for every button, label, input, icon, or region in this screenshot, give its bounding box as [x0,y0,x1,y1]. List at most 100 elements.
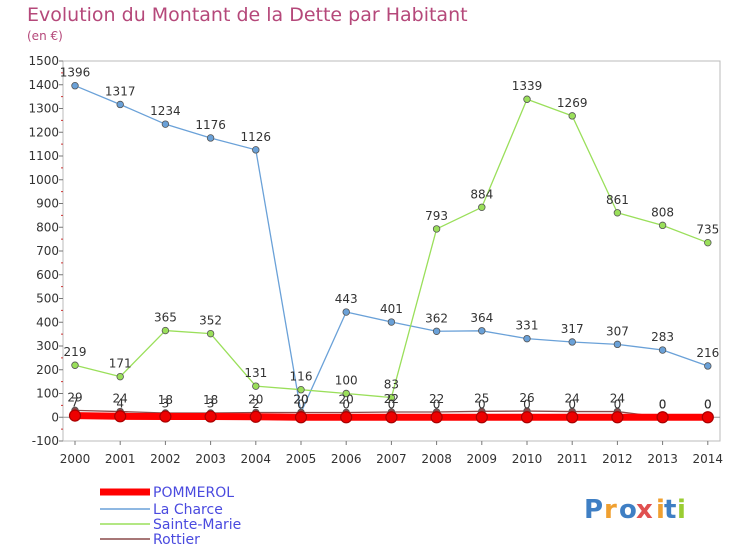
data-label: 29 [67,390,82,404]
data-point [387,318,396,326]
data-point [432,327,441,335]
data-label: 362 [425,311,448,325]
data-point [658,221,667,230]
data-label: 0 [614,397,622,411]
data-point [568,338,576,346]
data-point [475,411,488,424]
series-line-sainte-marie [74,98,709,399]
data-point [297,386,305,394]
data-label: 331 [516,319,539,333]
logo-letter: P [584,495,603,525]
legend-label: POMMEROL [153,485,234,501]
data-point [523,95,531,103]
y-tick-label: 1400 [28,78,59,92]
data-label: 18 [203,393,218,407]
data-point [611,411,624,424]
logo-letter: i [656,495,665,525]
legend-label: Rottier [153,532,200,548]
data-point [116,372,124,381]
data-label: 0 [478,397,486,411]
axes: -100010020030040050060070080090010001100… [28,54,723,466]
x-tick-label: 2007 [376,452,407,466]
data-label: 3 [162,397,170,411]
logo-letter: o [619,495,637,525]
y-tick-label: 1500 [28,54,59,68]
y-tick-label: 1000 [28,173,59,187]
data-point [159,410,172,423]
data-label: 0 [297,397,305,411]
y-tick-label: 0 [51,410,59,424]
x-tick-label: 2001 [105,452,136,466]
y-tick-label: 1200 [28,125,59,139]
data-label: 216 [696,346,719,360]
y-tick-label: 500 [36,292,59,306]
y-tick-label: 600 [36,268,59,282]
chart-title: Evolution du Montant de la Dette par Hab… [27,4,468,26]
data-label: 24 [610,392,625,406]
data-label: 317 [561,322,584,336]
logo-letter: t [664,495,676,525]
data-point [71,81,79,90]
data-point [566,411,579,424]
data-point [342,308,350,316]
data-point [385,411,398,424]
data-point [71,361,79,369]
data-label: 0 [342,397,350,411]
data-label: 352 [199,314,222,328]
x-tick-label: 2008 [421,452,452,466]
data-label: 18 [158,393,173,407]
data-label: 24 [565,392,580,406]
legend-label: Sainte-Marie [153,517,241,533]
logo-letter: r [604,495,617,525]
data-label: 1269 [557,96,588,110]
y-tick-label: 1100 [28,149,59,163]
data-label: 131 [244,366,267,380]
data-point [432,225,441,233]
data-label: 20 [293,393,308,407]
logo-letter: x [636,495,653,525]
data-point [478,203,486,211]
x-tick-label: 2003 [195,452,226,466]
y-tick-label: 100 [36,387,59,401]
data-label: 1126 [241,130,272,144]
data-point [704,362,712,370]
data-point [523,334,531,343]
data-point [478,327,486,335]
data-label: 808 [651,205,674,219]
data-point [252,382,260,390]
data-label: 307 [606,324,629,338]
data-point [701,411,714,424]
y-tick-label: 800 [36,220,59,234]
data-point [249,410,262,423]
data-point [342,389,350,398]
data-point [206,134,215,142]
data-point [116,100,124,109]
data-label: 83 [384,378,399,392]
data-label: 4 [116,396,124,410]
data-labels: 7 4 3 3 2 0 0 0 0 0 0 0 0 0 029 24 18 18 20 20 20 22 22 25 26 24 2… [60,66,720,412]
data-label: 1234 [150,104,181,118]
data-label: 793 [425,209,448,223]
x-tick-label: 2000 [60,452,91,466]
data-label: 1317 [105,84,136,98]
y-tick-label: 300 [36,339,59,353]
data-label: 0 [568,397,576,411]
data-label: 861 [606,193,629,207]
y-tick-label: 1300 [28,102,59,116]
data-point [204,410,217,423]
data-label: 443 [335,292,358,306]
x-tick-label: 2014 [693,452,724,466]
x-tick-label: 2004 [241,452,272,466]
data-point [252,146,260,154]
x-tick-label: 2005 [286,452,317,466]
data-label: 365 [154,311,177,325]
x-tick-label: 2011 [557,452,588,466]
data-label: 26 [519,391,534,405]
data-point [114,410,127,423]
data-point [568,112,576,120]
y-tick-label: 200 [36,363,59,377]
data-label: 283 [651,330,674,344]
